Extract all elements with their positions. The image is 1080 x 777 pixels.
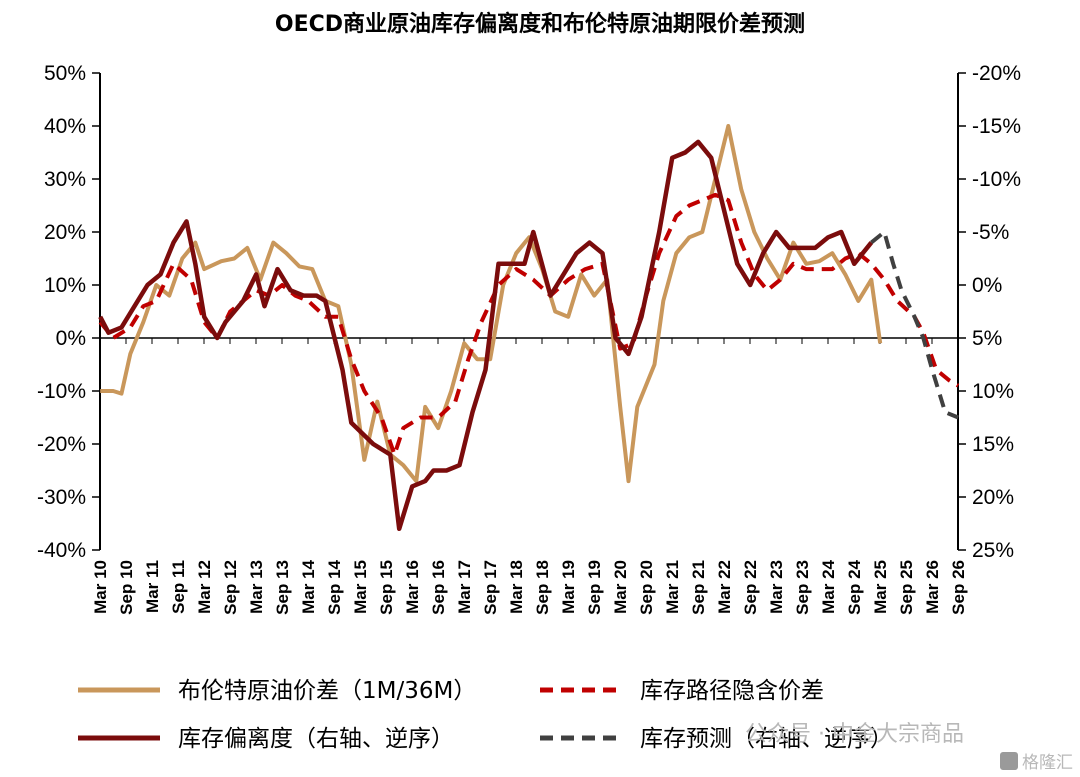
right-tick-label: 5%	[972, 327, 1002, 350]
left-tick-label: 20%	[44, 221, 86, 244]
x-tick-label: Sep 11	[169, 560, 188, 614]
x-tick-label: Mar 22	[715, 560, 734, 614]
x-tick-label: Mar 18	[507, 560, 526, 614]
x-tick-label: Mar 11	[143, 560, 162, 613]
left-tick-label: 40%	[44, 115, 86, 138]
x-tick-label: Mar 15	[351, 560, 370, 614]
left-tick-label: -30%	[37, 486, 86, 509]
badge-logo-icon	[1000, 752, 1018, 770]
x-tick-label: Mar 12	[195, 560, 214, 614]
x-tick-label: Sep 21	[689, 560, 708, 615]
right-tick-label: 0%	[972, 274, 1002, 297]
x-tick-label: Sep 16	[429, 560, 448, 615]
x-tick-label: Sep 20	[637, 560, 656, 615]
corner-badge: 格隆汇	[1000, 752, 1073, 773]
right-tick-label: -5%	[972, 221, 1009, 244]
x-tick-label: Sep 24	[845, 559, 864, 614]
series-line-2	[98, 192, 960, 457]
series-line-3	[98, 139, 874, 532]
x-tick-label: Sep 13	[273, 560, 292, 615]
axes: 50% 40% 30% 20% 10% 0% -10% -20% -30% -40% -20% -15…	[37, 62, 1021, 615]
right-tick-label: -20%	[972, 62, 1021, 85]
right-tick-label: 25%	[972, 539, 1014, 562]
x-tick-label: Mar 14	[299, 559, 318, 613]
x-tick-label: Sep 26	[949, 560, 968, 615]
chart-title: OECD商业原油库存偏离度和布伦特原油期限价差预测	[275, 11, 805, 37]
left-tick-label: 0%	[56, 327, 86, 350]
right-tick-label: 10%	[972, 380, 1014, 403]
x-tick-label: Sep 12	[221, 560, 240, 615]
x-tick-label: Mar 20	[611, 560, 630, 614]
left-tick-label: -20%	[37, 433, 86, 456]
x-tick-label: Sep 22	[741, 560, 760, 615]
legend-label-1: 布伦特原油价差（1M/36M）	[178, 678, 476, 704]
right-tick-label: 15%	[972, 433, 1014, 456]
left-tick-label: 50%	[44, 62, 86, 85]
right-tick-label: -15%	[972, 115, 1021, 138]
x-tick-label: Mar 26	[923, 560, 942, 614]
watermark-text: 公众号 · 中金大宗商品	[745, 722, 964, 747]
series-line-1	[100, 124, 883, 484]
legend-label-3: 库存偏离度（右轴、逆序）	[178, 726, 454, 752]
x-tick-label: Sep 14	[325, 559, 344, 614]
right-tick-label: 20%	[972, 486, 1014, 509]
x-tick-label: Sep 10	[117, 560, 136, 615]
legend-label-4: 库存预测（右轴、逆序）	[640, 726, 893, 752]
x-tick-label: Mar 25	[871, 560, 890, 614]
x-tick-label: Sep 15	[377, 560, 396, 615]
x-tick-label: Mar 21	[663, 560, 682, 614]
x-tick-label: Mar 16	[403, 560, 422, 614]
x-tick-label: Sep 23	[793, 560, 812, 615]
left-tick-label: 10%	[44, 274, 86, 297]
x-tick-label: Mar 10	[91, 560, 110, 614]
x-tick-label: Mar 19	[559, 560, 578, 614]
x-tick-label: Mar 13	[247, 560, 266, 614]
right-tick-label: -10%	[972, 168, 1021, 191]
left-tick-label: -40%	[37, 539, 86, 562]
series-layer	[98, 124, 960, 532]
x-tick-label: Sep 17	[481, 560, 500, 615]
legend-label-2: 库存路径隐含价差	[640, 678, 824, 704]
x-tick-label: Sep 18	[533, 560, 552, 615]
series-line-4	[870, 230, 959, 420]
badge-text: 格隆汇	[1022, 753, 1073, 773]
x-tick-label: Mar 24	[819, 559, 838, 613]
left-tick-label: 30%	[44, 168, 86, 191]
x-tick-label: Sep 19	[585, 560, 604, 615]
x-tick-label: Mar 17	[455, 560, 474, 614]
x-tick-label: Mar 23	[767, 560, 786, 614]
x-tick-label: Sep 25	[897, 560, 916, 615]
left-tick-label: -10%	[37, 380, 86, 403]
